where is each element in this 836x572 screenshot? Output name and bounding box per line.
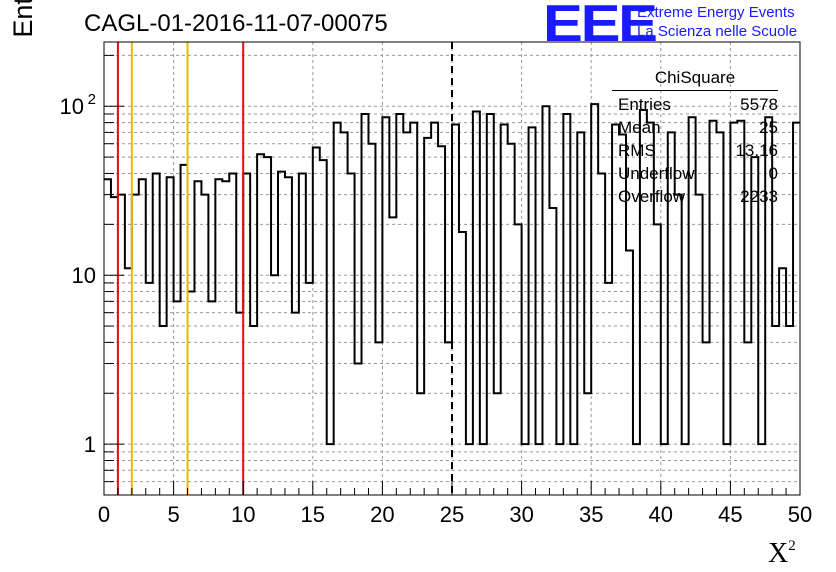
stats-label: Overflow xyxy=(618,187,686,206)
stats-label: Entries xyxy=(618,95,671,114)
x-tick-label: 30 xyxy=(509,502,533,527)
stats-value: 0 xyxy=(768,164,778,183)
y-tick-label: 10 xyxy=(60,94,84,119)
stats-value: 25 xyxy=(759,118,778,137)
logo-line-1: Extreme Energy Events xyxy=(637,4,795,21)
x-tick-label: 40 xyxy=(649,502,673,527)
stats-label: RMS xyxy=(618,141,656,160)
stats-row-rms: RMS 13.16 xyxy=(612,139,778,162)
x-tick-label: 45 xyxy=(718,502,742,527)
histogram-series xyxy=(104,103,800,446)
stats-title: ChiSquare xyxy=(612,68,778,91)
x-axis-label: X2 xyxy=(768,538,796,570)
logo-line-2: La Scienza nelle Scuole xyxy=(637,23,798,40)
stats-row-mean: Mean 25 xyxy=(612,116,778,139)
x-tick-label: 15 xyxy=(301,502,325,527)
stats-value: 13.16 xyxy=(735,141,778,160)
x-axis-label-superscript: 2 xyxy=(788,537,796,554)
x-tick-label: 50 xyxy=(788,502,812,527)
stats-row-underflow: Underflow 0 xyxy=(612,162,778,185)
stats-row-overflow: Overflow 2233 xyxy=(612,185,778,208)
y-axis-label: Entries/bin xyxy=(8,0,39,110)
y-tick-label: 1 xyxy=(84,432,96,457)
stats-value: 5578 xyxy=(740,95,778,114)
x-tick-label: 10 xyxy=(231,502,255,527)
y-tick-label: 10 xyxy=(72,263,96,288)
x-tick-label: 0 xyxy=(98,502,110,527)
stats-label: Mean xyxy=(618,118,661,137)
y-tick-label-exponent: 2 xyxy=(88,91,96,108)
x-tick-label: 20 xyxy=(370,502,394,527)
x-axis-label-base: X xyxy=(768,538,789,569)
x-tick-label: 5 xyxy=(167,502,179,527)
x-tick-label: 35 xyxy=(579,502,603,527)
chart-title: CAGL-01-2016-11-07-00075 xyxy=(84,10,388,37)
stats-row-entries: Entries 5578 xyxy=(612,93,778,116)
eee-logo: EEE xyxy=(543,0,658,53)
x-tick-label: 25 xyxy=(440,502,464,527)
stats-label: Underflow xyxy=(618,164,695,183)
stats-box: ChiSquare Entries 5578 Mean 25 RMS 13.16 Un… xyxy=(612,68,778,208)
stats-value: 2233 xyxy=(740,187,778,206)
